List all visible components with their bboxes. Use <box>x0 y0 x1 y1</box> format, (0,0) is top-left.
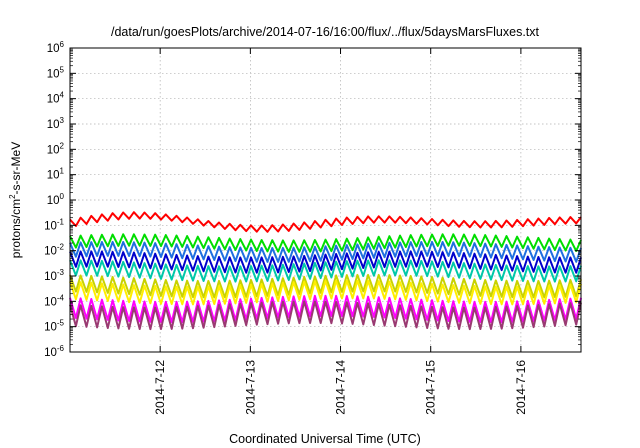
x-axis: 2014-7-12 2014-7-13 2014-7-14 2014-7-15 2014… <box>153 48 528 415</box>
y-axis-label: protons/cm2-s-sr-MeV <box>8 142 23 258</box>
x-tick-label: 2014-7-16 <box>514 360 528 415</box>
y-tick-label: 101 <box>47 167 65 182</box>
y-tick-label: 10-2 <box>44 243 64 258</box>
y-tick-label: 103 <box>47 116 65 131</box>
x-axis-label: Coordinated Universal Time (UTC) <box>229 432 421 446</box>
flux-series-line <box>69 294 582 324</box>
flux-series-line <box>69 250 582 274</box>
y-tick-label: 105 <box>47 65 65 80</box>
y-tick-label: 10-5 <box>44 319 64 334</box>
flux-series-line <box>69 240 582 263</box>
y-tick-label: 104 <box>47 91 65 106</box>
flux-series-line <box>69 273 582 299</box>
flux-series-line <box>69 279 582 306</box>
x-tick-label: 2014-7-13 <box>243 360 257 415</box>
y-tick-label: 10-4 <box>44 293 64 308</box>
y-tick-label: 10-1 <box>44 217 64 232</box>
flux-series-line <box>69 211 582 233</box>
y-tick-label: 106 <box>47 40 65 55</box>
y-tick-label: 100 <box>47 192 65 207</box>
flux-series-line <box>69 300 582 331</box>
flux-series-line <box>69 233 582 253</box>
x-tick-label: 2014-7-15 <box>424 360 438 415</box>
flux-series-line <box>69 259 582 283</box>
y-tick-label: 10-3 <box>44 268 64 283</box>
x-tick-label: 2014-7-12 <box>153 360 167 415</box>
x-tick-label: 2014-7-14 <box>334 360 348 415</box>
y-tick-label: 102 <box>47 141 65 156</box>
y-tick-label: 10-6 <box>44 344 64 359</box>
data-series <box>69 211 582 331</box>
chart-title: /data/run/goesPlots/archive/2014-07-16/1… <box>111 25 540 39</box>
